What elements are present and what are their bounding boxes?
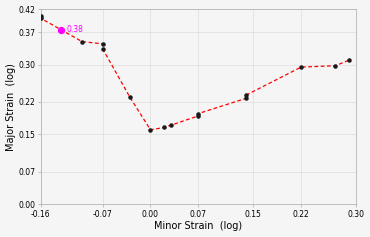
Point [100,42,105,46]
Point [243,96,249,100]
Point [195,114,201,118]
Point [58,28,64,32]
X-axis label: Minor Strain  (log): Minor Strain (log) [154,221,242,232]
Point [100,47,105,50]
Point [332,64,338,68]
Text: 0.38: 0.38 [67,25,84,34]
Point [195,112,201,115]
Point [127,96,133,99]
Y-axis label: Major Strain  (log): Major Strain (log) [6,63,16,150]
Point [148,128,154,132]
Point [346,58,352,62]
Point [168,123,174,127]
Point [79,40,85,43]
Point [161,126,167,129]
Point [38,16,44,20]
Point [38,14,44,18]
Point [298,65,304,69]
Point [243,93,249,97]
